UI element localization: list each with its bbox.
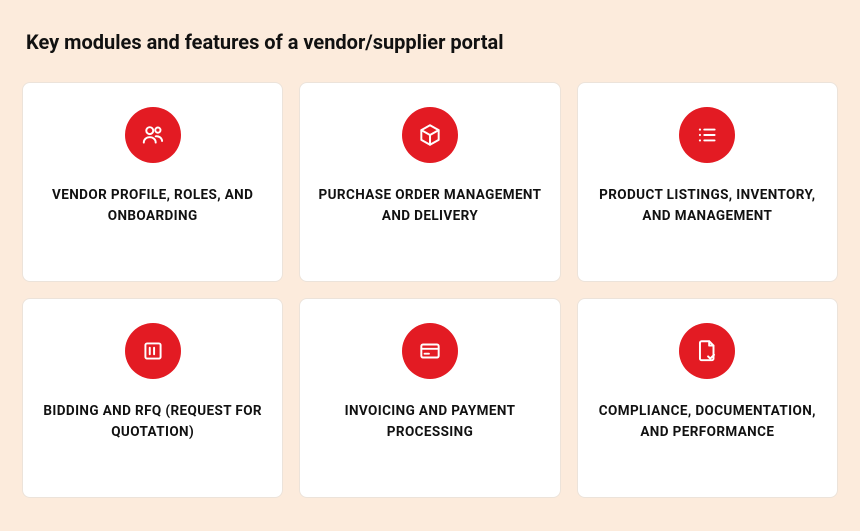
package-icon	[402, 107, 458, 163]
feature-label: PRODUCT LISTINGS, INVENTORY, AND MANAGEM…	[596, 185, 819, 227]
list-icon	[679, 107, 735, 163]
feature-label: BIDDING AND RFQ (REQUEST FOR QUOTATION)	[41, 401, 264, 443]
feature-card: BIDDING AND RFQ (REQUEST FOR QUOTATION)	[22, 298, 283, 498]
panel-icon	[125, 323, 181, 379]
page-container: Key modules and features of a vendor/sup…	[0, 0, 860, 531]
feature-grid: VENDOR PROFILE, ROLES, AND ONBOARDING PU…	[22, 82, 838, 498]
feature-label: COMPLIANCE, DOCUMENTATION, AND PERFORMAN…	[596, 401, 819, 443]
doc-check-icon	[679, 323, 735, 379]
page-title: Key modules and features of a vendor/sup…	[22, 30, 838, 54]
feature-card: PURCHASE ORDER MANAGEMENT AND DELIVERY	[299, 82, 560, 282]
feature-card: PRODUCT LISTINGS, INVENTORY, AND MANAGEM…	[577, 82, 838, 282]
feature-label: INVOICING AND PAYMENT PROCESSING	[318, 401, 541, 443]
feature-card: INVOICING AND PAYMENT PROCESSING	[299, 298, 560, 498]
users-icon	[125, 107, 181, 163]
feature-label: VENDOR PROFILE, ROLES, AND ONBOARDING	[41, 185, 264, 227]
feature-card: COMPLIANCE, DOCUMENTATION, AND PERFORMAN…	[577, 298, 838, 498]
card-pay-icon	[402, 323, 458, 379]
feature-label: PURCHASE ORDER MANAGEMENT AND DELIVERY	[318, 185, 541, 227]
feature-card: VENDOR PROFILE, ROLES, AND ONBOARDING	[22, 82, 283, 282]
